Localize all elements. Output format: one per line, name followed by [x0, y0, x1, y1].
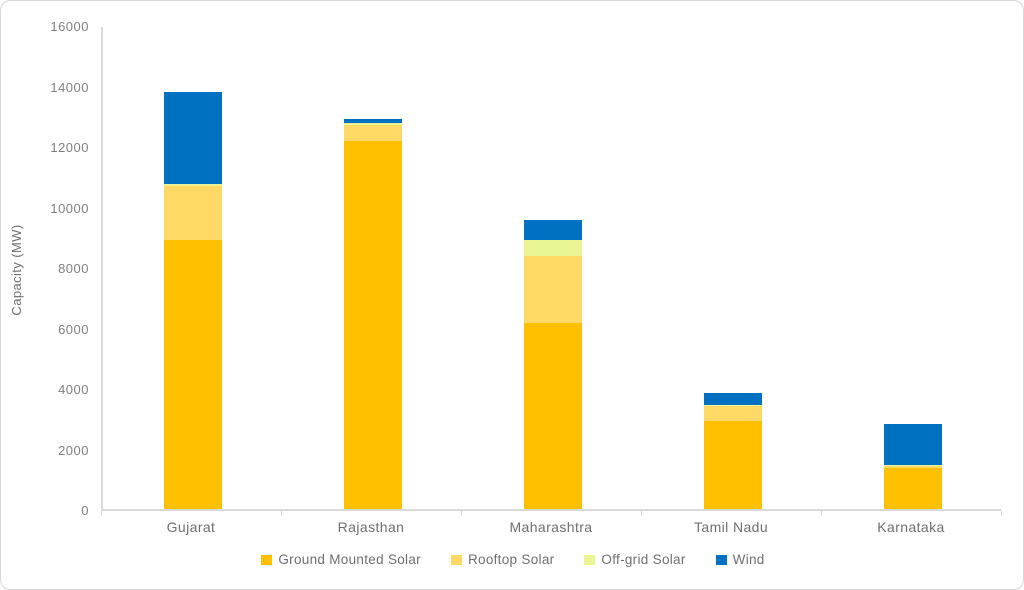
bar-segment-rooftop-solar [884, 466, 942, 469]
bar-segment-off-grid-solar [704, 405, 762, 407]
bar-segment-ground-mounted-solar [884, 468, 942, 509]
bar-segment-ground-mounted-solar [524, 322, 582, 509]
x-category-label: Gujarat [166, 519, 216, 535]
bar-segment-off-grid-solar [884, 465, 942, 467]
legend-label: Rooftop Solar [467, 552, 555, 567]
legend-swatch-icon [261, 554, 273, 565]
bar-segment-off-grid-solar [524, 239, 582, 257]
bar-segment-ground-mounted-solar [344, 141, 402, 509]
bar-group-tamil-nadu [704, 393, 762, 509]
bar-segment-wind [884, 424, 942, 466]
x-tick [281, 511, 282, 516]
y-tick-label: 12000 [50, 140, 89, 155]
y-tick-label: 10000 [50, 200, 89, 216]
legend-label: Off-grid Solar [601, 552, 686, 567]
bar-segment-ground-mounted-solar [704, 421, 762, 509]
legend-label: Ground Mounted Solar [278, 552, 421, 567]
bar-segment-ground-mounted-solar [164, 239, 222, 509]
bar-group-maharashtra [524, 220, 582, 509]
bar-segment-off-grid-solar [164, 183, 222, 186]
y-tick-label: 14000 [50, 79, 89, 95]
legend-swatch-icon [584, 554, 596, 565]
legend-swatch-icon [715, 554, 727, 565]
bar-segment-wind [704, 393, 762, 406]
bar-group-gujarat [164, 91, 222, 509]
x-tick [821, 511, 822, 516]
legend-item-rooftop-solar: Rooftop Solar [450, 552, 555, 567]
plot-area [101, 27, 1001, 511]
y-tick-label: 4000 [58, 382, 89, 397]
y-tick-label: 6000 [58, 321, 89, 337]
bar-segment-rooftop-solar [344, 124, 402, 142]
y-tick-label: 2000 [58, 442, 89, 458]
legend-item-ground-mounted-solar: Ground Mounted Solar [261, 552, 421, 567]
legend-item-off-grid-solar: Off-grid Solar [584, 552, 685, 567]
bar-segment-wind [164, 91, 222, 184]
bar-segment-off-grid-solar [344, 123, 402, 125]
bar-group-karnataka [884, 424, 942, 509]
legend-label: Wind [732, 552, 765, 567]
x-category-label: Karnataka [877, 519, 945, 535]
legend-swatch-icon [450, 554, 462, 565]
x-tick [1001, 511, 1002, 516]
y-tick-label: 8000 [58, 261, 89, 276]
bar-segment-wind [524, 220, 582, 240]
bar-segment-wind [344, 118, 402, 124]
bar-segment-rooftop-solar [704, 406, 762, 422]
x-tick [101, 511, 102, 516]
x-category-label: Maharashtra [509, 519, 593, 535]
legend-item-wind: Wind [715, 552, 765, 567]
bar-segment-rooftop-solar [164, 185, 222, 240]
x-tick [641, 511, 642, 516]
legend: Ground Mounted Solar Rooftop Solar Off-gri… [1, 552, 1023, 567]
x-tick [461, 511, 462, 516]
bar-segment-rooftop-solar [524, 256, 582, 323]
x-category-label: Rajasthan [337, 519, 405, 535]
y-tick-label: 16000 [50, 19, 89, 34]
x-category-label: Tamil Nadu [693, 519, 769, 535]
bar-group-rajasthan [344, 118, 402, 509]
y-tick-label: 0 [81, 503, 89, 518]
